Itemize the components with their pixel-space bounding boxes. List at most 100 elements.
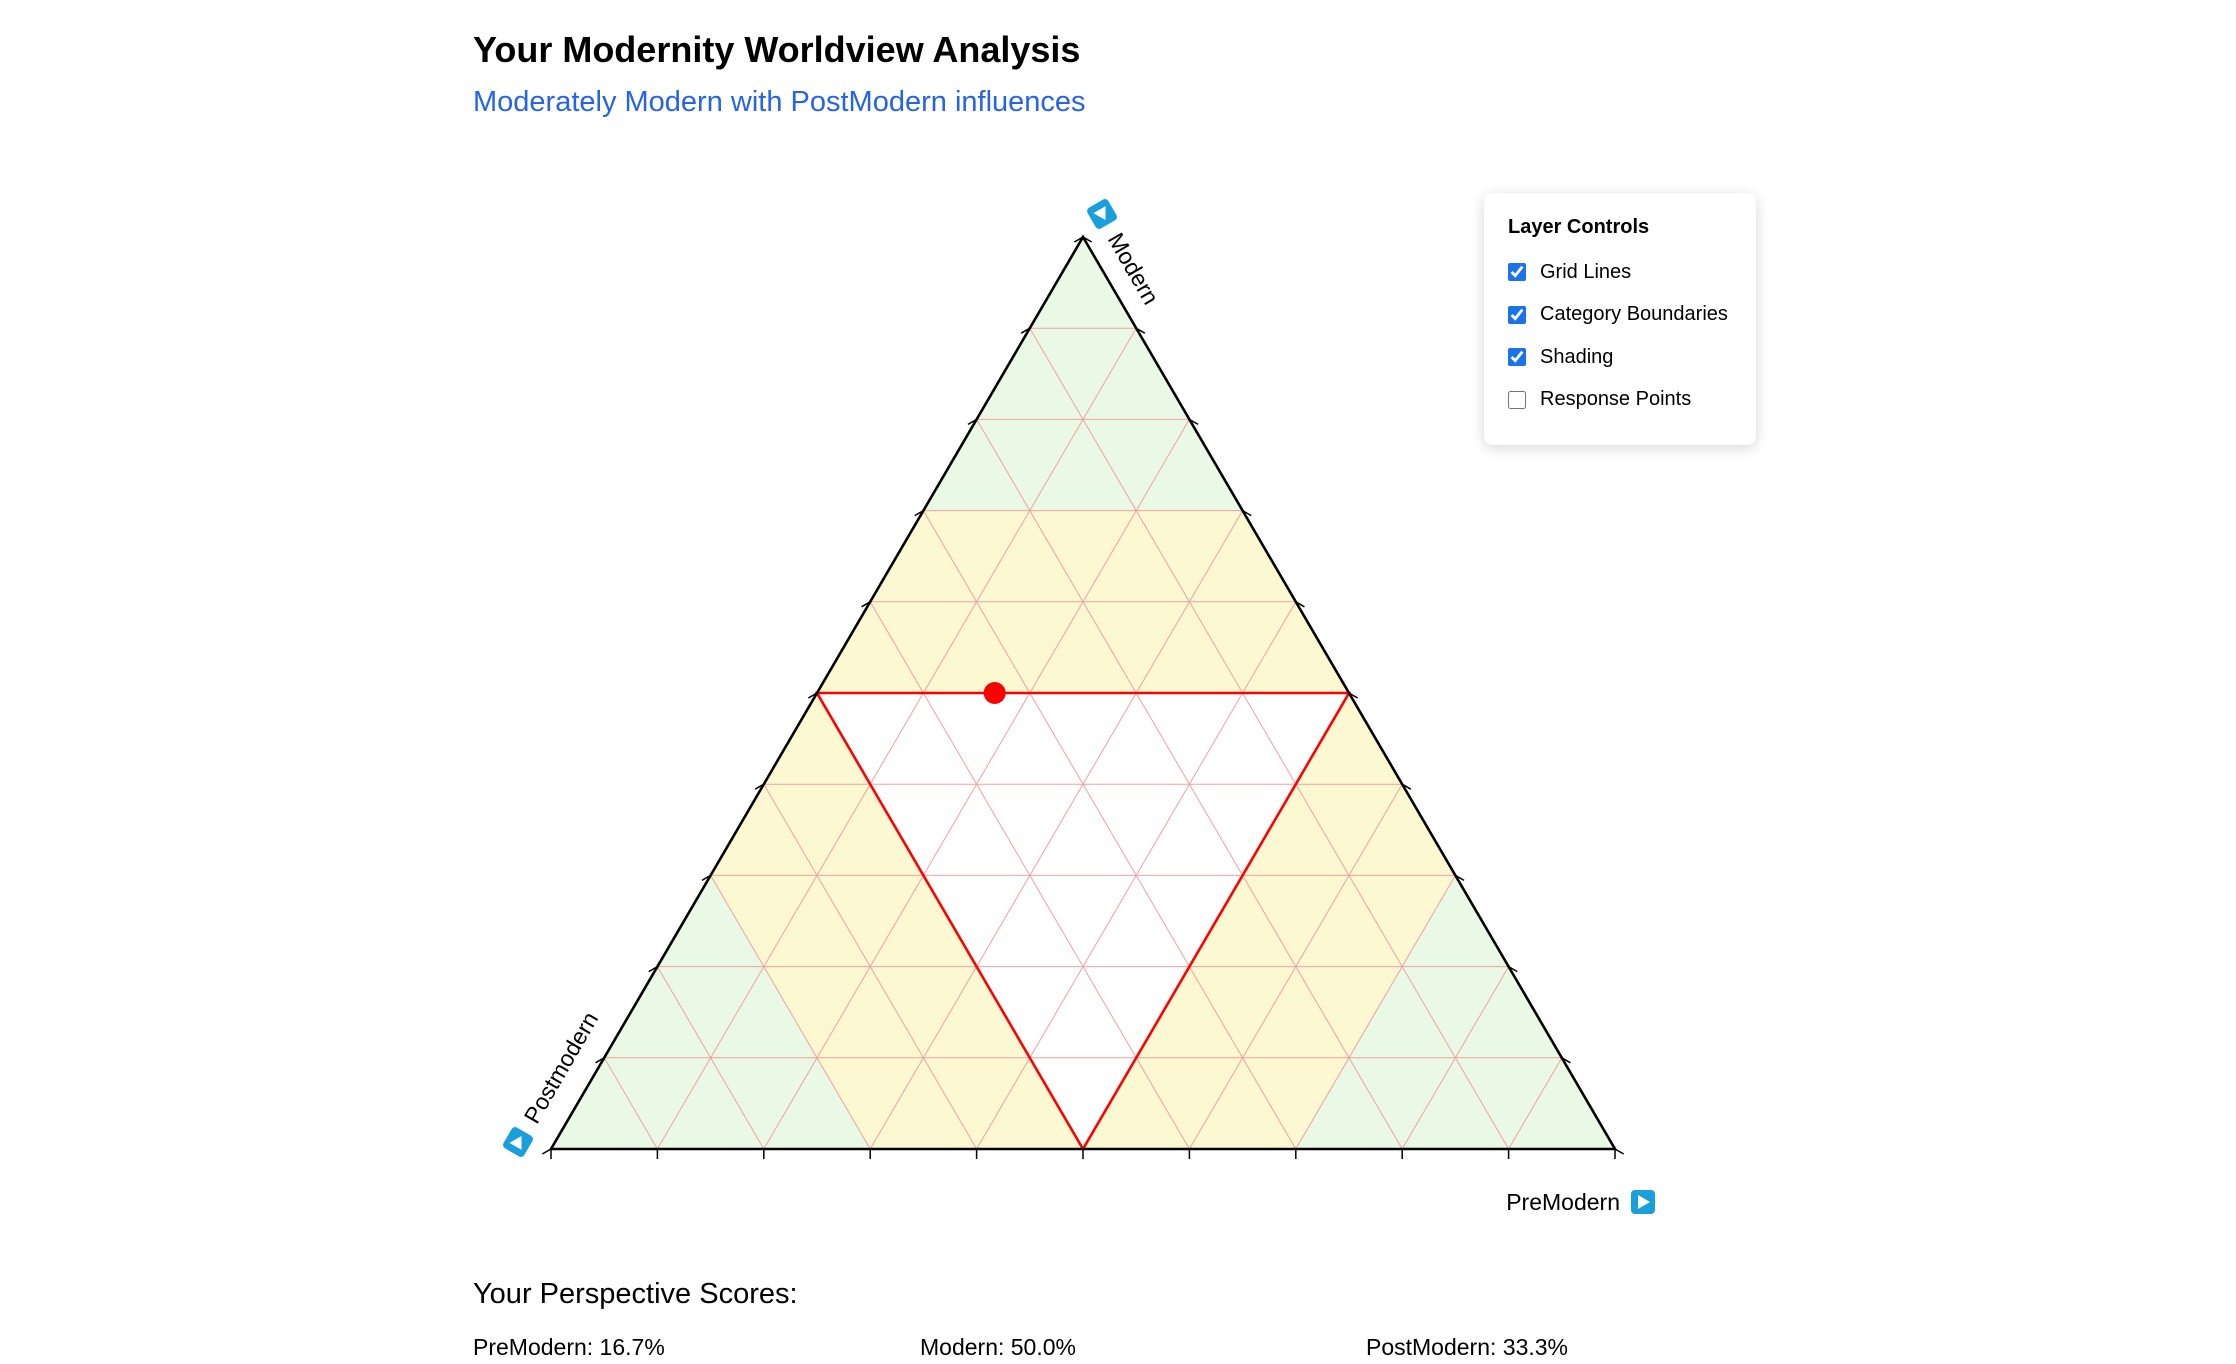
grid-line: [656, 966, 765, 1150]
shade-cell: [976, 875, 1083, 967]
shade-cell: [817, 1057, 924, 1149]
shade-cell: [976, 510, 1083, 602]
shade-cell: [923, 1057, 1030, 1149]
axis-tick: [914, 509, 924, 517]
response-points-checkbox[interactable]: [1508, 390, 1526, 409]
shade-cell: [1242, 875, 1349, 967]
category-boundary: [814, 691, 1352, 1152]
shade-cell: [1242, 966, 1349, 1058]
shade-cell: [1508, 1057, 1615, 1149]
shade-cell: [763, 784, 871, 876]
premodern-score: PreModern: 16.7%: [473, 1334, 665, 1360]
axis-tick: [701, 874, 711, 882]
shade-cell: [710, 784, 817, 876]
axis-tick: [1614, 1148, 1625, 1155]
shade-cell: [976, 784, 1083, 876]
play-icon-glyph: [509, 1135, 522, 1150]
shade-cell: [1349, 1057, 1456, 1149]
shade-cell: [657, 875, 764, 967]
shade-cell: [1242, 784, 1349, 876]
shade-cell: [1136, 875, 1243, 967]
axis-tick: [1401, 783, 1412, 790]
grid-line: [763, 783, 978, 1150]
grid-line: [1295, 875, 1456, 1150]
shade-cell: [1455, 966, 1562, 1058]
shade-cell: [1295, 1057, 1403, 1149]
shade-cell: [710, 875, 817, 967]
shade-cell: [1083, 693, 1190, 785]
premodern-axis-title: PreModern: [1506, 1189, 1620, 1215]
shade-cell: [604, 1057, 711, 1149]
layer-option-grid-lines[interactable]: Grid Lines: [1508, 251, 1732, 294]
axis-tick: [1295, 601, 1305, 608]
shade-cell: [657, 1057, 764, 1149]
shade-cell: [1083, 601, 1190, 693]
layer-option-response-points[interactable]: Response Points: [1508, 379, 1732, 422]
shade-cell: [763, 693, 871, 785]
shade-cell: [1295, 784, 1403, 876]
category-boundaries-checkbox[interactable]: [1508, 305, 1526, 324]
shade-cell: [1083, 419, 1190, 511]
grid-lines-checkbox[interactable]: [1508, 263, 1526, 282]
shade-cell: [1189, 601, 1296, 693]
grid-line: [710, 875, 871, 1150]
axis-tick: [1082, 236, 1093, 243]
axis-tick: [807, 692, 818, 699]
shade-cell: [870, 601, 977, 693]
shade-cell: [1295, 875, 1403, 967]
shade-cell: [1029, 328, 1137, 420]
axis-tick: [1242, 509, 1252, 517]
shade-cell: [1189, 875, 1296, 967]
shade-cell: [1242, 601, 1349, 693]
shade-cell: [870, 1057, 977, 1149]
shade-cell: [657, 966, 764, 1058]
shade-cell: [1029, 784, 1137, 876]
shade-cell: [976, 693, 1083, 785]
shade-cell: [870, 875, 977, 967]
shade-cell: [1295, 693, 1403, 785]
shade-cell: [1189, 784, 1296, 876]
shade-cell: [1402, 966, 1509, 1058]
shade-cell: [1349, 875, 1456, 967]
shade-cell: [870, 966, 977, 1058]
axis-tick: [967, 418, 977, 426]
grid-line: [1029, 327, 1510, 1150]
axis-tick: [648, 965, 658, 973]
layer-controls-title: Layer Controls: [1508, 216, 1650, 238]
layer-option-shading[interactable]: Shading: [1508, 336, 1732, 379]
shade-cell: [1083, 510, 1190, 602]
shade-cell: [604, 966, 711, 1058]
axis-tick: [1135, 327, 1146, 334]
shade-cell: [551, 1057, 658, 1149]
shade-cell: [976, 419, 1083, 511]
shade-cell: [870, 784, 977, 876]
shade-cell: [1083, 966, 1190, 1058]
axis-tick: [861, 601, 871, 608]
shade-cell: [976, 966, 1083, 1058]
grid-line: [1401, 966, 1510, 1150]
user-response-point[interactable]: [983, 682, 1006, 704]
shade-cell: [1349, 966, 1456, 1058]
shade-cell: [1136, 966, 1243, 1058]
grid-line: [922, 510, 1297, 1150]
shade-cell: [1189, 510, 1296, 602]
axis-tick: [1348, 692, 1359, 699]
shade-cell: [1295, 966, 1403, 1058]
shade-cell: [923, 601, 1030, 693]
shade-cell: [817, 601, 924, 693]
scores-heading: Your Perspective Scores:: [473, 1278, 798, 1310]
category-boundaries-layer: [814, 691, 1352, 1152]
shade-cell: [923, 693, 1030, 785]
layer-option-label: Grid Lines: [1540, 260, 1632, 283]
shade-cell: [1402, 875, 1509, 967]
play-icon-glyph: [1638, 1195, 1650, 1209]
axis-tick: [1455, 874, 1465, 882]
axis-tick: [1189, 418, 1199, 426]
shade-cell: [1083, 1057, 1190, 1149]
shade-cell: [1029, 419, 1137, 511]
layer-option-category-boundaries[interactable]: Category Boundaries: [1508, 294, 1732, 337]
shade-cell: [1189, 693, 1296, 785]
shading-checkbox[interactable]: [1508, 348, 1526, 367]
grid-line: [1508, 1057, 1563, 1150]
